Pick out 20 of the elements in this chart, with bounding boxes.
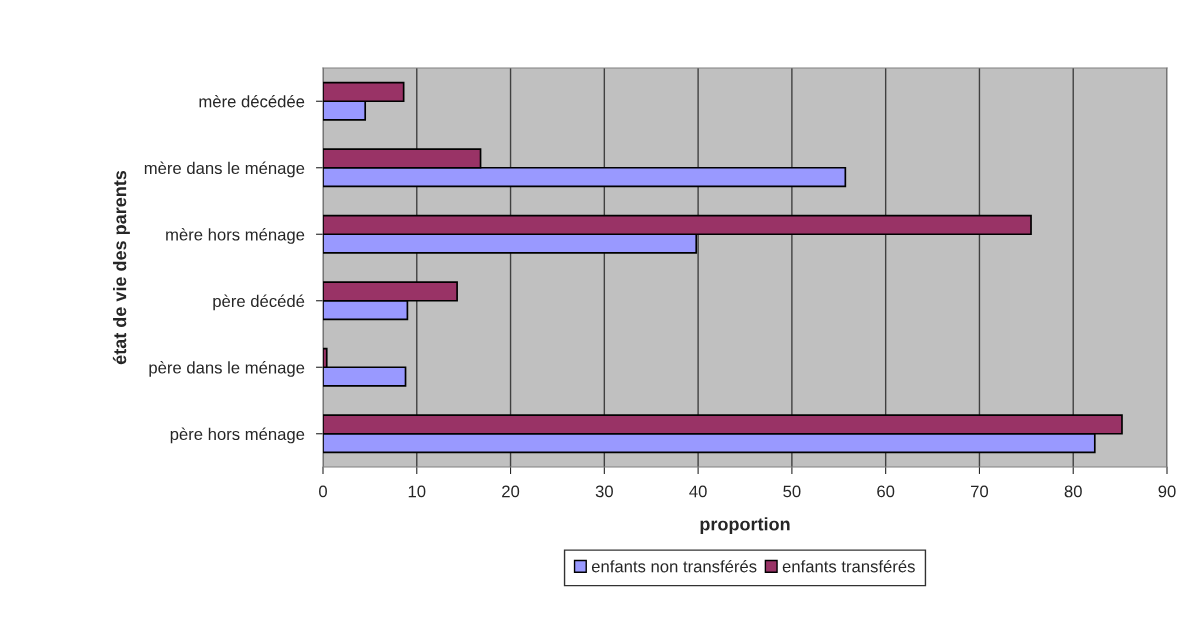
y-tick-label: mère dans le ménage — [144, 161, 305, 178]
x-tick-label: 90 — [1158, 485, 1176, 498]
x-tick-label: 40 — [689, 485, 707, 498]
x-tick-label: 20 — [502, 485, 520, 498]
y-tick-label: mère hors ménage — [166, 228, 305, 244]
legend-label: enfants non transférés — [591, 559, 757, 573]
legend-label: enfants transférés — [782, 559, 915, 573]
x-tick-label: 10 — [408, 485, 426, 498]
y-axis-title: état de vie des parents — [112, 170, 130, 365]
x-tick-label: 50 — [783, 485, 801, 498]
x-tick-label: 0 — [319, 485, 327, 498]
y-tick-label: père décédé — [213, 294, 305, 311]
x-tick-label: 80 — [1064, 485, 1082, 498]
y-tick-label: père hors ménage — [170, 427, 305, 444]
x-axis-title: proportion — [700, 517, 790, 535]
y-tick-label: père dans le ménage — [149, 361, 305, 377]
x-tick-label: 60 — [877, 485, 895, 498]
y-tick-label: mère décédée — [199, 95, 305, 108]
x-tick-label: 70 — [971, 485, 989, 498]
x-tick-label: 30 — [595, 485, 613, 498]
